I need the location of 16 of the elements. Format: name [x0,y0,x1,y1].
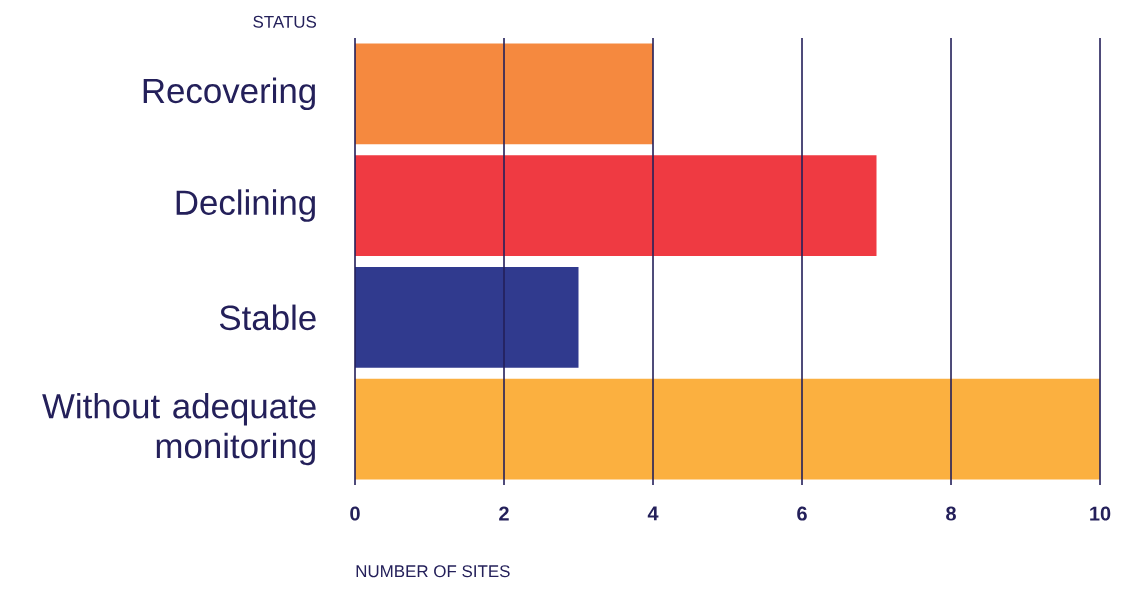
bar [355,43,654,145]
x-tick-label: 0 [350,506,360,521]
y-tick-label: Recovering [143,77,315,111]
bar [355,267,579,368]
bar [355,155,877,256]
x-tick-label: 2 [499,506,509,521]
bar [355,378,1101,480]
y-tick-label: Stable [219,304,316,331]
x-axis-title: NUMBER OF SITES [356,565,510,578]
y-tick-label: Declining [176,189,315,222]
y-tick-label: Without adequate monitoring [42,392,316,466]
x-tick-label: 8 [946,506,956,521]
x-tick-label: 4 [647,506,659,521]
x-tick-label: 6 [797,506,807,521]
x-tick-label: 10 [1090,506,1111,521]
y-axis-title: STATUS [253,15,317,28]
